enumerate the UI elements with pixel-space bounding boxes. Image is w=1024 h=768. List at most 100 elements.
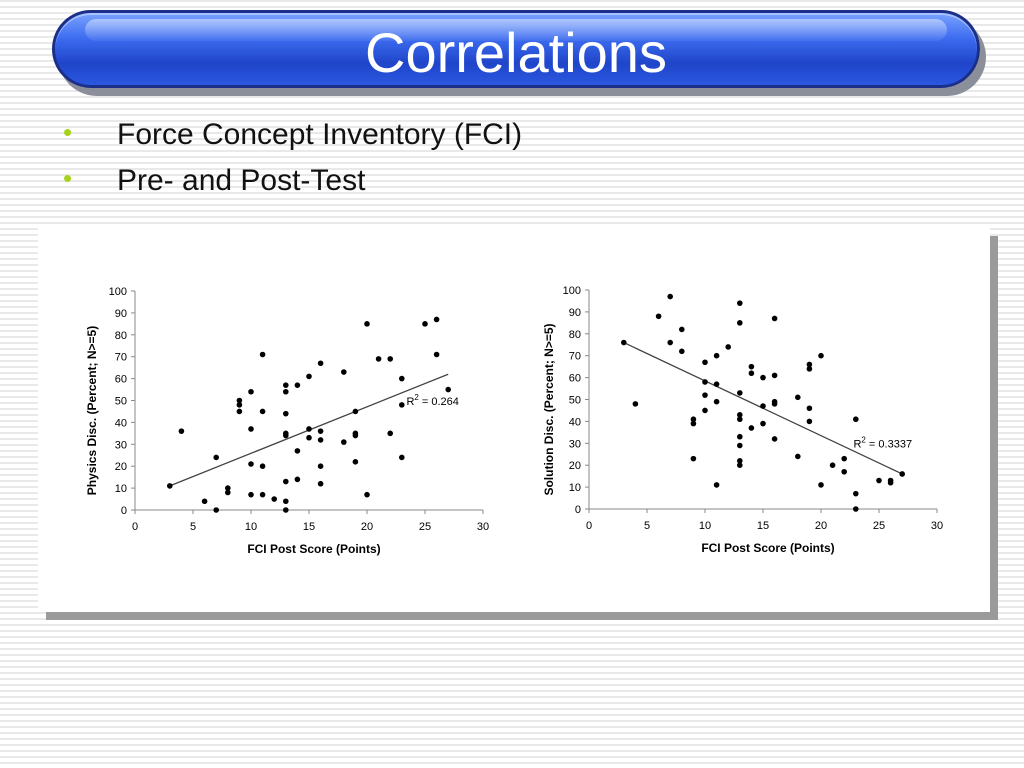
y-tick-label: 40: [569, 416, 581, 428]
y-tick-label: 30: [569, 438, 581, 450]
data-point: [690, 420, 697, 427]
x-axis-label: FCI Post Score (Points): [701, 541, 834, 555]
x-tick-label: 20: [361, 521, 373, 533]
data-point: [737, 390, 743, 396]
data-point: [737, 458, 743, 464]
data-point: [259, 463, 266, 469]
data-point: [760, 403, 766, 409]
data-point: [737, 300, 743, 306]
data-point: [679, 348, 685, 355]
data-point: [841, 455, 847, 462]
data-point: [818, 352, 824, 359]
data-point: [771, 315, 778, 322]
data-point: [445, 386, 452, 393]
x-tick-label: 15: [757, 520, 769, 532]
x-tick-label: 30: [477, 521, 489, 533]
data-point: [399, 454, 405, 461]
data-point: [387, 356, 394, 362]
data-point: [352, 459, 359, 465]
data-point: [737, 416, 743, 423]
r-squared-annotation: R2 = 0.3337: [853, 436, 912, 451]
x-tick-label: 15: [303, 521, 315, 533]
data-point: [236, 408, 243, 415]
data-point: [795, 394, 801, 401]
chart-1: 0 10 20 30 40 50 60 70 80 90 100 0 5 10 15 20 25 30 FCI Po…: [85, 286, 489, 556]
data-point: [760, 420, 766, 427]
data-point: [690, 455, 697, 462]
data-point: [795, 453, 801, 460]
data-point: [771, 436, 778, 442]
data-point: [818, 482, 824, 488]
y-tick-label: 40: [115, 417, 127, 429]
x-tick-label: 10: [245, 521, 257, 533]
data-point: [713, 482, 720, 488]
data-point: [737, 412, 743, 418]
x-axis-label: FCI Post Score (Points): [247, 542, 380, 556]
data-point: [713, 352, 720, 359]
data-point: [283, 432, 289, 439]
data-point: [853, 490, 859, 497]
data-point: [853, 416, 859, 423]
data-point: [433, 351, 440, 358]
data-point: [806, 361, 813, 368]
y-tick-label: 50: [115, 396, 127, 408]
data-point: [225, 489, 231, 496]
y-tick-label: 100: [563, 285, 581, 297]
chart-2: 0 10 20 30 40 50 60 70 80 90 100 0 5 10 15 20 25 30 FCI Po…: [542, 285, 943, 555]
data-point: [887, 479, 894, 486]
y-tick-label: 90: [115, 308, 127, 320]
y-axis-label: Solution Disc. (Percent; N>=5): [542, 323, 556, 495]
x-tick-label: 10: [699, 520, 711, 532]
data-point: [748, 363, 755, 370]
data-point: [283, 507, 289, 513]
data-point: [248, 491, 254, 498]
data-point: [748, 370, 755, 377]
data-point: [422, 321, 428, 327]
data-point: [737, 442, 743, 449]
data-point: [702, 392, 708, 398]
data-point: [702, 379, 708, 385]
data-point: [737, 462, 743, 468]
data-point: [317, 463, 324, 469]
data-point: [375, 356, 382, 362]
slide-title: Correlations: [365, 21, 667, 84]
data-point: [236, 397, 243, 404]
data-point: [283, 410, 289, 417]
r-squared-annotation: R2 = 0.264: [406, 393, 458, 408]
data-point: [317, 480, 324, 487]
data-point: [713, 398, 720, 405]
data-point: [364, 321, 370, 327]
x-tick-label: 25: [873, 520, 885, 532]
data-point: [236, 402, 243, 408]
data-point: [259, 351, 266, 358]
y-tick-label: 30: [115, 439, 127, 451]
y-tick-label: 0: [121, 505, 127, 517]
data-point: [225, 485, 231, 491]
data-point: [387, 430, 394, 437]
data-point: [341, 369, 347, 375]
x-tick-label: 25: [419, 521, 431, 533]
data-point: [259, 491, 266, 498]
y-tick-label: 70: [569, 351, 581, 363]
y-tick-label: 20: [569, 460, 581, 472]
data-point: [655, 313, 662, 320]
y-tick-label: 50: [569, 395, 581, 407]
data-point: [899, 471, 905, 477]
y-tick-label: 90: [569, 307, 581, 319]
title-bar: Correlations: [52, 10, 980, 88]
data-point: [294, 448, 301, 454]
x-tick-label: 5: [190, 521, 196, 533]
data-point: [806, 366, 813, 372]
data-point: [294, 382, 301, 388]
data-point: [283, 388, 289, 395]
data-point: [248, 461, 254, 467]
data-point: [399, 402, 405, 408]
data-point: [690, 416, 697, 423]
data-point: [352, 432, 359, 439]
data-point: [317, 360, 324, 367]
data-point: [679, 326, 685, 333]
data-point: [271, 496, 277, 502]
data-point: [167, 483, 173, 489]
x-tick-label: 30: [931, 520, 943, 532]
